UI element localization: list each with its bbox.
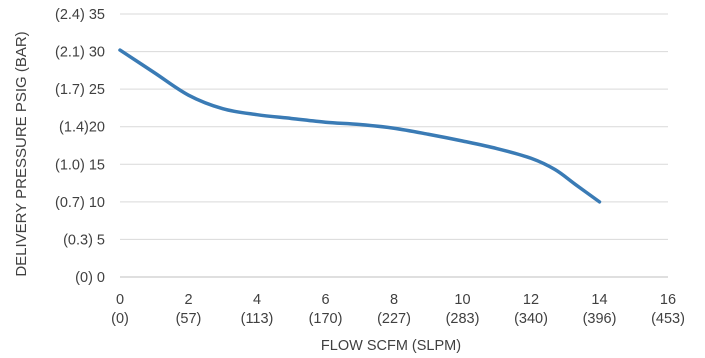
x-tick-label: 6 xyxy=(321,292,329,308)
y-tick-label: (0.3) 5 xyxy=(63,232,105,248)
y-tick-label: (0.7) 10 xyxy=(55,195,105,211)
x-tick-secondary-label: (170) xyxy=(309,311,343,327)
x-tick-label: 10 xyxy=(454,292,470,308)
series-line-0 xyxy=(118,48,602,204)
y-axis-title: DELIVERY PRESSURE PSIG (BAR) xyxy=(13,31,30,276)
y-tick-label: (1.0) 15 xyxy=(55,157,105,173)
x-axis-title: FLOW SCFM (SLPM) xyxy=(321,338,461,354)
gridlines xyxy=(120,13,668,240)
x-tick-label: 14 xyxy=(591,292,607,308)
x-tick-secondary-label: (227) xyxy=(377,311,411,327)
x-tick-label: 0 xyxy=(116,292,124,308)
series-group xyxy=(118,48,602,204)
y-tick-labels: (0) 0 (0.3) 5 (0.7) 10 (1.0) 15 (1.4)20 (1.7)… xyxy=(55,7,105,286)
x-tick-secondary-label: (283) xyxy=(446,311,480,327)
y-tick-label: (0) 0 xyxy=(75,270,105,286)
y-tick-label: (1.4)20 xyxy=(59,120,105,136)
x-tick-label: 8 xyxy=(390,292,398,308)
x-tick-labels: 0 (0) 2 (57) 4 (113) 6 (170) 8 (227) 10 (283) 12 (340… xyxy=(111,292,685,327)
x-tick-secondary-label: (0) xyxy=(111,311,129,327)
x-tick-secondary-label: (396) xyxy=(583,311,617,327)
y-tick-label: (2.1) 30 xyxy=(55,45,105,61)
x-tick-secondary-label: (113) xyxy=(241,311,274,327)
y-tick-label: (2.4) 35 xyxy=(55,7,105,23)
y-tick-label: (1.7) 25 xyxy=(55,82,105,98)
x-tick-secondary-label: (340) xyxy=(514,311,548,327)
x-tick-label: 16 xyxy=(660,292,676,308)
x-tick-label: 4 xyxy=(253,292,261,308)
x-tick-label: 2 xyxy=(184,292,192,308)
x-tick-secondary-label: (57) xyxy=(176,311,202,327)
x-tick-label: 12 xyxy=(523,292,539,308)
x-tick-secondary-label: (453) xyxy=(651,311,685,327)
